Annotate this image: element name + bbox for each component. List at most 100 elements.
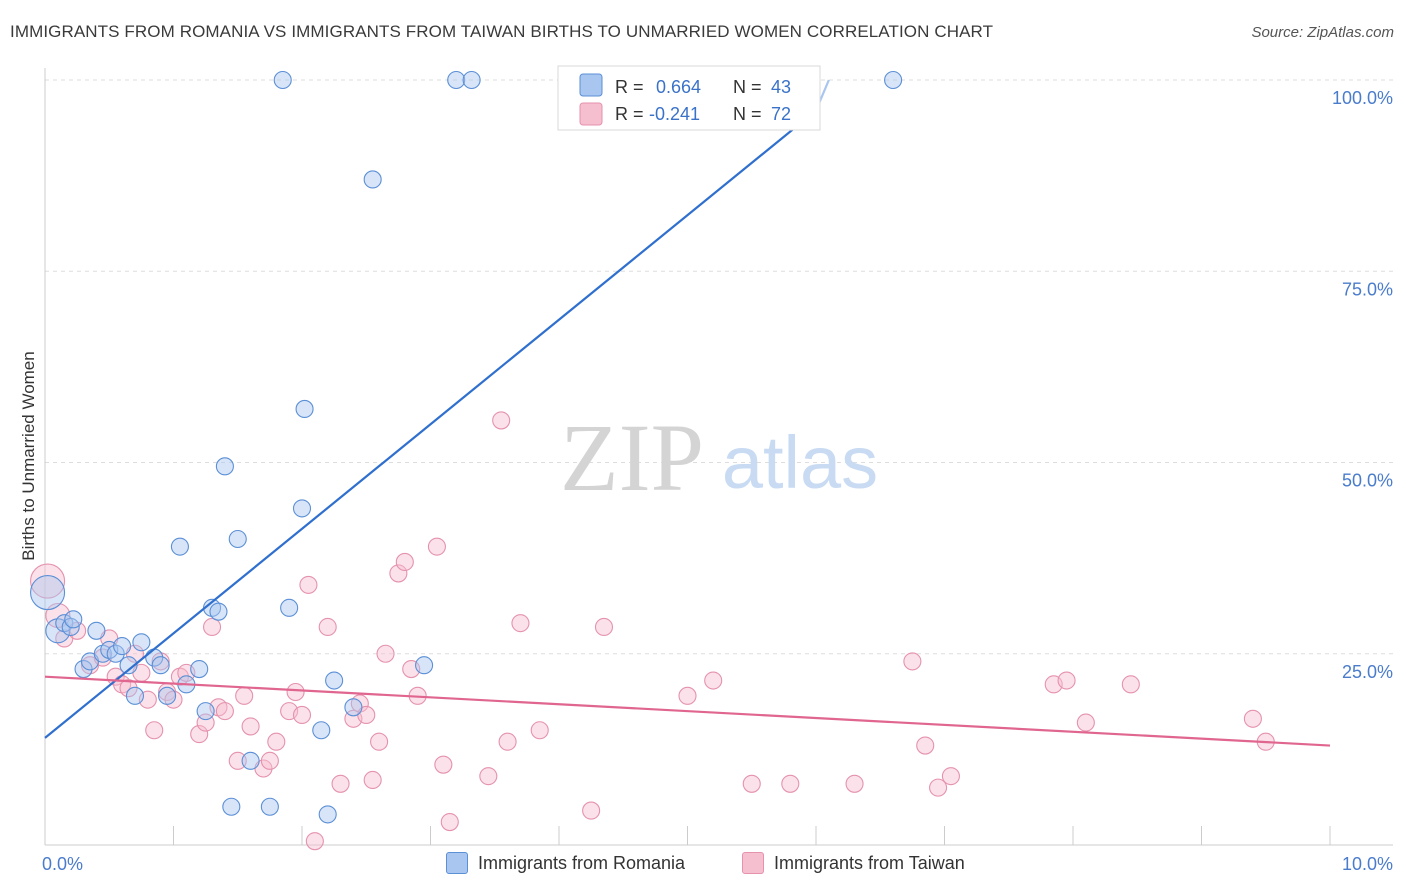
taiwan-point [286, 682, 305, 702]
taiwan-point [742, 774, 761, 793]
taiwan-point [678, 686, 697, 705]
romania-point [415, 656, 434, 675]
romania-point [158, 686, 177, 705]
taiwan-point [260, 751, 279, 770]
romania-point [325, 671, 344, 690]
romania-point [292, 499, 312, 518]
axes [44, 68, 1393, 846]
y-tick-label: 50.0% [1342, 471, 1393, 491]
romania-n-value: 43 [771, 77, 791, 97]
y-tick-label: 75.0% [1342, 279, 1393, 299]
taiwan-r-label: R = [615, 104, 644, 124]
legend-taiwan: Immigrants from Taiwan [742, 852, 965, 874]
x-tick-label: 0.0% [42, 854, 83, 874]
taiwan-trend-line [44, 675, 1331, 747]
romania-point [280, 598, 299, 617]
romania-point [228, 529, 247, 549]
taiwan-point [511, 614, 530, 633]
chart-title: IMMIGRANTS FROM ROMANIA VS IMMIGRANTS FR… [10, 22, 994, 41]
taiwan-point [305, 832, 324, 851]
taiwan-point [119, 679, 138, 698]
romania-point [295, 399, 314, 419]
romania-point [106, 644, 125, 663]
romania-point [190, 659, 209, 679]
taiwan-point [916, 736, 935, 755]
y-tick-label: 100.0% [1332, 88, 1393, 108]
taiwan-n-label: N = [733, 104, 762, 124]
watermark-atlas: atlas [722, 421, 878, 504]
romania-point [30, 574, 66, 611]
taiwan-point [267, 732, 286, 751]
taiwan-point [704, 671, 723, 690]
taiwan-point [479, 767, 498, 786]
legend-romania: Immigrants from Romania [446, 852, 685, 874]
taiwan-point [389, 564, 408, 583]
romania-point [87, 621, 106, 640]
taiwan-point [929, 778, 948, 797]
legend-taiwan-label: Immigrants from Taiwan [774, 852, 965, 873]
romania-point [170, 537, 189, 556]
y-tick-label: 25.0% [1342, 662, 1393, 682]
romania-r-label: R = [615, 77, 644, 97]
taiwan-point [1121, 675, 1140, 694]
romania-point [447, 70, 466, 90]
romania-point [132, 633, 151, 652]
taiwan-point [215, 702, 234, 721]
romania-point [209, 602, 228, 621]
taiwan-point [498, 732, 517, 751]
taiwan-point [331, 774, 350, 793]
taiwan-point [235, 686, 254, 705]
taiwan-point [395, 552, 414, 572]
taiwan-point [582, 801, 601, 820]
taiwan-point [427, 537, 446, 556]
romania-point [273, 70, 292, 90]
romania-point [215, 457, 234, 476]
gridlines [45, 79, 1393, 655]
taiwan-point [1243, 709, 1262, 728]
romania-point [151, 656, 170, 675]
romania-r-value: 0.664 [656, 77, 701, 97]
stats-legend: R = 0.664 N = 43 R = -0.241 N = 72 [557, 65, 821, 131]
data-points [30, 70, 1275, 851]
taiwan-point [363, 770, 382, 790]
taiwan-swatch [579, 102, 603, 126]
romania-trend-line [44, 109, 817, 739]
romania-swatch [579, 73, 603, 97]
taiwan-point [370, 732, 389, 751]
romania-point [318, 805, 337, 824]
romania-point [119, 656, 138, 675]
taiwan-point [434, 755, 453, 774]
source-label: Source: ZipAtlas.com [1251, 24, 1394, 41]
taiwan-point [440, 812, 459, 832]
romania-point [45, 618, 71, 644]
romania-point [462, 70, 481, 90]
taiwan-point [1076, 713, 1095, 732]
romania-point [344, 698, 363, 717]
taiwan-point [228, 751, 247, 770]
taiwan-point [376, 644, 395, 663]
taiwan-r-value: -0.241 [649, 104, 700, 124]
watermark-zip: ZIP [560, 404, 704, 511]
taiwan-point [781, 774, 800, 793]
romania-point [363, 170, 382, 189]
romania-point [74, 659, 93, 679]
legend-romania-swatch [446, 852, 468, 874]
romania-point [241, 751, 260, 770]
taiwan-point [530, 721, 549, 740]
romania-point [125, 686, 144, 705]
taiwan-point [903, 652, 922, 671]
taiwan-point [594, 617, 614, 637]
romania-point [222, 797, 241, 816]
romania-point [260, 797, 279, 816]
taiwan-point [292, 705, 312, 725]
taiwan-point [30, 563, 66, 599]
taiwan-point [190, 725, 209, 744]
legend-taiwan-swatch [742, 852, 764, 874]
taiwan-point [492, 411, 511, 430]
romania-point [196, 702, 215, 721]
taiwan-point [145, 721, 164, 740]
y-axis-label: Births to Unmarried Women [19, 351, 38, 560]
taiwan-point [299, 575, 318, 594]
taiwan-point [241, 717, 260, 736]
